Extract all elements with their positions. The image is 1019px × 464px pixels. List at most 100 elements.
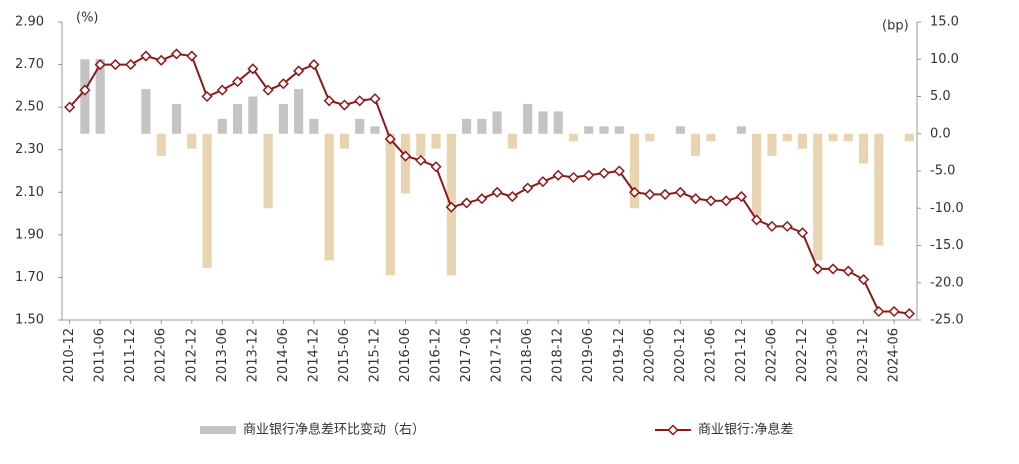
bar — [568, 133, 579, 142]
marker — [338, 99, 351, 111]
bar — [507, 133, 517, 149]
legend-label: 商业银行:净息差 — [698, 422, 793, 438]
marker — [170, 48, 183, 60]
x-tick-label: 2014-12 — [306, 328, 321, 382]
bar — [538, 111, 548, 134]
bar — [95, 59, 105, 134]
x-tick-label: 2012-12 — [184, 328, 199, 382]
marker — [628, 186, 641, 198]
marker — [232, 76, 244, 88]
marker — [476, 193, 488, 205]
marker — [64, 101, 76, 113]
x-tick-label: 2014-06 — [276, 328, 291, 382]
bar — [187, 133, 197, 149]
marker — [552, 169, 564, 181]
marker — [659, 188, 671, 200]
bar — [202, 133, 212, 268]
x-tick-label: 2020-06 — [642, 328, 657, 382]
marker — [201, 90, 213, 103]
x-tick-label: 2023-12 — [856, 328, 871, 382]
bar — [767, 133, 777, 157]
bar — [752, 133, 762, 216]
marker — [277, 78, 289, 90]
y2-tick-label: 15.0 — [930, 15, 959, 30]
x-tick-label: 2010-12 — [62, 328, 77, 382]
marker — [522, 182, 534, 194]
bar — [782, 133, 792, 142]
x-tick-label: 2019-12 — [612, 328, 627, 382]
bar — [843, 133, 853, 142]
bar — [645, 133, 655, 142]
legend-swatch — [200, 426, 236, 434]
x-tick-label: 2011-12 — [123, 328, 138, 382]
marker — [537, 176, 549, 188]
x-tick-label: 2024-06 — [887, 328, 902, 382]
bar — [553, 111, 563, 134]
bar — [233, 103, 243, 134]
marker — [644, 188, 656, 200]
marker — [430, 161, 442, 173]
bar — [156, 133, 166, 157]
bar — [370, 126, 380, 134]
marker — [842, 265, 854, 277]
marker — [888, 305, 900, 318]
marker — [125, 59, 137, 71]
x-tick-label: 2016-12 — [429, 328, 444, 382]
marker — [445, 201, 457, 213]
marker — [858, 273, 870, 286]
bar — [400, 133, 411, 194]
marker — [690, 193, 702, 205]
marker — [613, 165, 625, 177]
marker — [186, 50, 198, 62]
marker — [567, 171, 580, 183]
bar — [171, 103, 182, 134]
marker — [369, 93, 381, 105]
legend-label: 商业银行净息差环比变动（右） — [243, 422, 425, 438]
marker — [308, 59, 320, 71]
marker — [751, 214, 763, 226]
marker — [766, 220, 778, 232]
marker — [109, 59, 121, 71]
marker — [216, 84, 228, 96]
marker — [415, 154, 427, 166]
x-tick-label: 2015-06 — [337, 328, 352, 382]
bar — [278, 103, 288, 134]
bar — [797, 133, 808, 149]
marker — [735, 190, 747, 203]
bar — [385, 133, 395, 276]
marker — [79, 84, 91, 96]
x-tick-label: 2022-12 — [795, 328, 810, 382]
y2-axis-label: (bp) — [882, 19, 909, 34]
y-axis-label: (%) — [76, 11, 99, 26]
y-tick-label: 2.50 — [15, 100, 44, 115]
x-tick-label: 2021-12 — [734, 328, 749, 382]
y2-tick-label: 5.0 — [930, 89, 951, 104]
bar — [217, 118, 227, 134]
y-tick-label: 1.90 — [15, 227, 44, 242]
x-tick-label: 2017-06 — [459, 328, 474, 382]
y2-tick-label: -10.0 — [930, 201, 964, 216]
marker — [262, 84, 274, 96]
bar — [828, 133, 838, 142]
y-tick-label: 2.30 — [15, 142, 44, 157]
bar — [339, 133, 350, 149]
y-tick-label: 2.70 — [15, 57, 44, 72]
bar — [629, 133, 640, 209]
x-tick-label: 2019-06 — [581, 328, 596, 382]
y2-tick-label: -5.0 — [930, 164, 955, 179]
y2-tick-label: 0.0 — [930, 126, 951, 141]
bar — [675, 126, 685, 134]
y-tick-label: 2.10 — [15, 185, 44, 200]
bar — [416, 133, 426, 157]
marker — [583, 169, 595, 181]
line — [68, 52, 910, 315]
bar — [614, 126, 624, 134]
bar — [492, 111, 502, 134]
bar — [904, 133, 914, 142]
y2-tick-label: -25.0 — [930, 313, 964, 328]
marker — [247, 63, 259, 75]
y-tick-label: 1.70 — [15, 270, 44, 285]
marker — [812, 263, 824, 275]
marker — [384, 133, 396, 145]
bar — [691, 133, 701, 157]
